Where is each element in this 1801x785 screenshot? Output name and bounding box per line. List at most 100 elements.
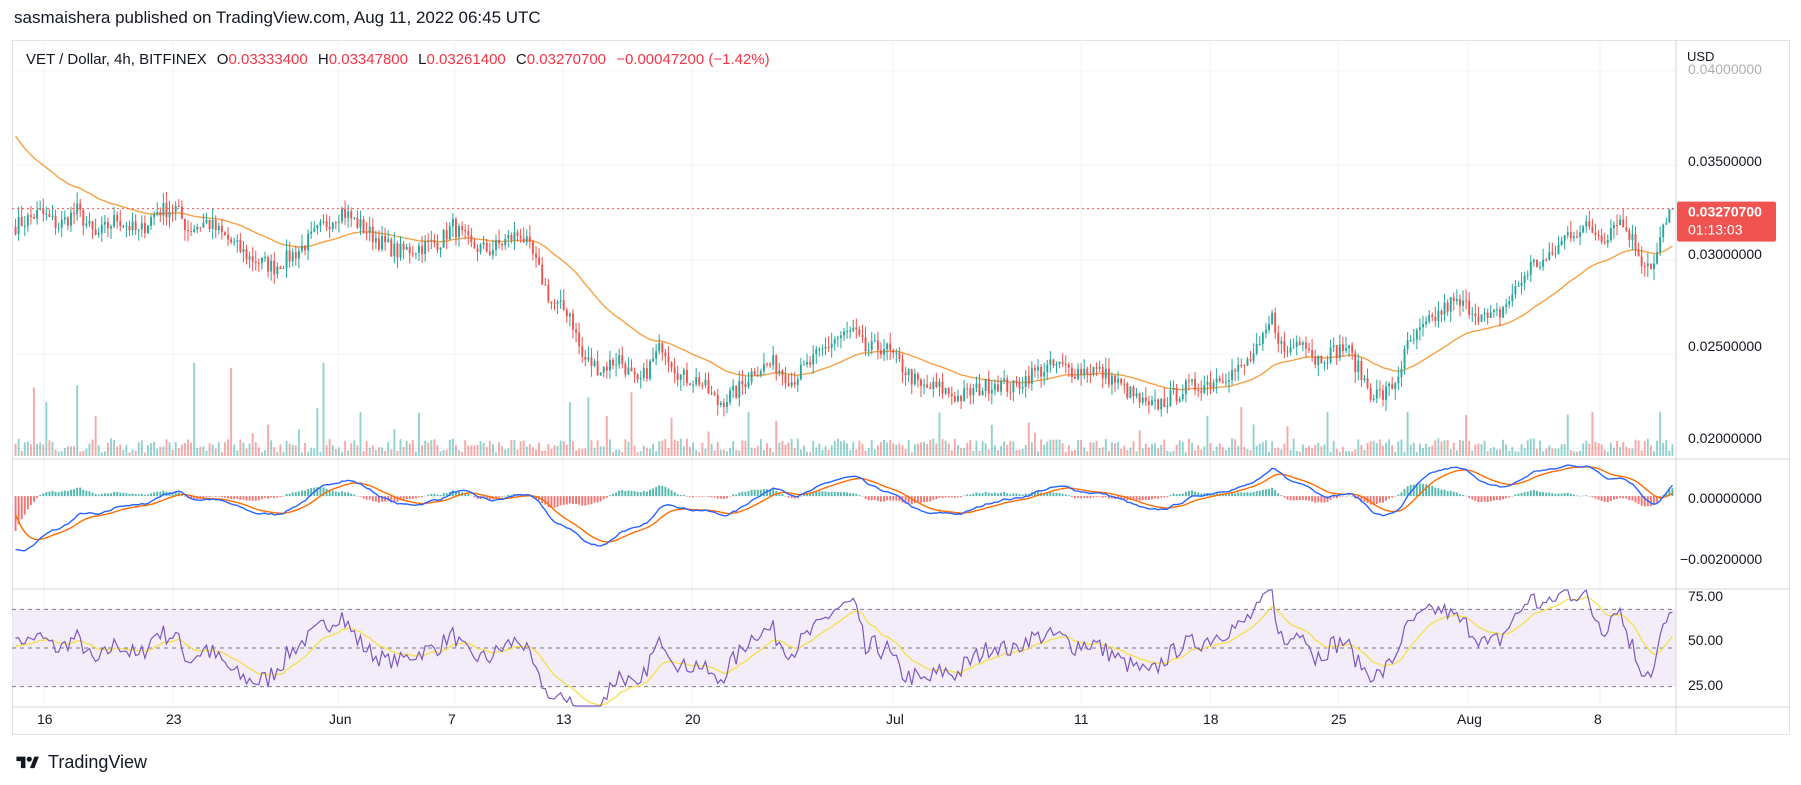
candle-body <box>599 372 602 376</box>
macd-histogram-bar <box>495 496 497 498</box>
volume-bar <box>544 450 547 456</box>
candle-body <box>1483 312 1486 315</box>
volume-bar <box>1040 439 1043 456</box>
macd-histogram-bar <box>285 493 288 497</box>
volume-bar <box>507 448 510 456</box>
candle-body <box>1052 359 1055 366</box>
volume-bar <box>325 445 328 456</box>
volume-bar <box>464 440 467 456</box>
macd-histogram-bar <box>1335 496 1338 499</box>
macd-histogram-bar <box>70 489 72 497</box>
time-tick: Jun <box>329 711 352 727</box>
candle-body <box>956 396 959 402</box>
candle-body <box>1415 329 1418 340</box>
volume-bar <box>858 440 861 456</box>
macd-histogram-bar <box>147 494 149 497</box>
candle-body <box>73 212 76 214</box>
macd-histogram-bar <box>756 489 759 497</box>
macd-histogram-bar <box>1508 496 1511 498</box>
volume-bar <box>205 450 208 456</box>
candle-body <box>799 364 802 380</box>
macd-histogram-bar <box>1609 496 1612 501</box>
candle-body <box>1434 316 1437 321</box>
volume-bar <box>156 448 159 456</box>
candle-body <box>932 381 935 390</box>
volume-bar <box>953 438 956 456</box>
candle-body <box>880 350 882 355</box>
volume-bar <box>766 443 768 456</box>
candle-body <box>190 231 193 233</box>
chart-frame[interactable] <box>12 40 1790 735</box>
volume-bar <box>618 449 621 456</box>
macd-histogram-bar <box>408 496 411 500</box>
volume-bar <box>689 446 691 456</box>
candle-body <box>1277 332 1280 344</box>
candle-body <box>1551 252 1554 255</box>
candle-body <box>248 256 251 260</box>
volume-bar <box>1104 439 1107 456</box>
candle-body <box>319 221 322 226</box>
macd-histogram-bar <box>171 492 174 497</box>
macd-histogram-bar <box>562 496 565 505</box>
volume-bar <box>1326 411 1329 456</box>
candle-body <box>636 374 639 380</box>
volume-bar <box>605 416 608 456</box>
volume-bar <box>70 446 72 456</box>
volume-bar <box>1649 445 1652 456</box>
macd-histogram-bar <box>341 491 343 497</box>
candle-body <box>787 383 790 387</box>
macd-histogram-bar <box>1431 485 1434 497</box>
candle-body <box>855 327 858 330</box>
candle-body <box>285 250 288 269</box>
candle-body <box>753 371 756 375</box>
candle-body <box>972 388 975 396</box>
candle-body <box>1634 234 1637 251</box>
volume-bar <box>79 451 82 456</box>
candle-body <box>402 243 405 250</box>
macd-histogram-bar <box>636 491 639 497</box>
macd-histogram-bar <box>1246 492 1249 497</box>
symbol-label[interactable]: VET / Dollar, 4h, BITFINEX <box>26 51 207 68</box>
macd-histogram-bar <box>1551 493 1554 497</box>
candle-body <box>1662 224 1665 238</box>
macd-histogram-bar <box>944 496 947 498</box>
candle-body <box>196 227 199 230</box>
volume-bar <box>125 444 128 456</box>
candle-body <box>147 225 149 234</box>
volume-bar <box>559 440 562 456</box>
volume-bar <box>1117 441 1120 456</box>
low-value: 0.03261400 <box>427 51 506 68</box>
volume-bar <box>1431 445 1434 456</box>
volume-bar <box>1637 440 1640 456</box>
volume-bar <box>1218 443 1221 456</box>
candle-body <box>1326 362 1329 364</box>
volume-bar <box>1027 422 1030 456</box>
macd-histogram-bar <box>1628 496 1631 501</box>
macd-histogram-bar <box>803 495 805 497</box>
tradingview-logo[interactable]: TradingView <box>14 752 147 773</box>
volume-bar <box>1659 411 1662 456</box>
close-label: C <box>516 51 527 68</box>
volume-bar <box>445 449 448 456</box>
candle-body <box>405 246 408 250</box>
volume-bar <box>45 402 48 456</box>
volume-bar <box>907 440 910 456</box>
macd-histogram-bar <box>1529 490 1532 497</box>
macd-histogram-bar <box>1415 483 1418 497</box>
macd-histogram-bar <box>1308 496 1311 501</box>
volume-bar <box>649 448 651 456</box>
volume-bar <box>883 439 885 456</box>
candle-body <box>171 211 174 213</box>
candle-body <box>1616 225 1618 227</box>
volume-bar <box>91 439 94 456</box>
time-tick: 7 <box>448 711 456 727</box>
candle-body <box>1255 344 1258 354</box>
macd-histogram-bar <box>886 496 889 501</box>
macd-histogram-bar <box>929 496 932 502</box>
volume-bar <box>1588 443 1591 456</box>
macd-histogram-bar <box>1468 496 1471 499</box>
volume-bar <box>1462 440 1464 456</box>
candle-body <box>353 217 356 219</box>
macd-histogram-bar <box>214 496 217 497</box>
